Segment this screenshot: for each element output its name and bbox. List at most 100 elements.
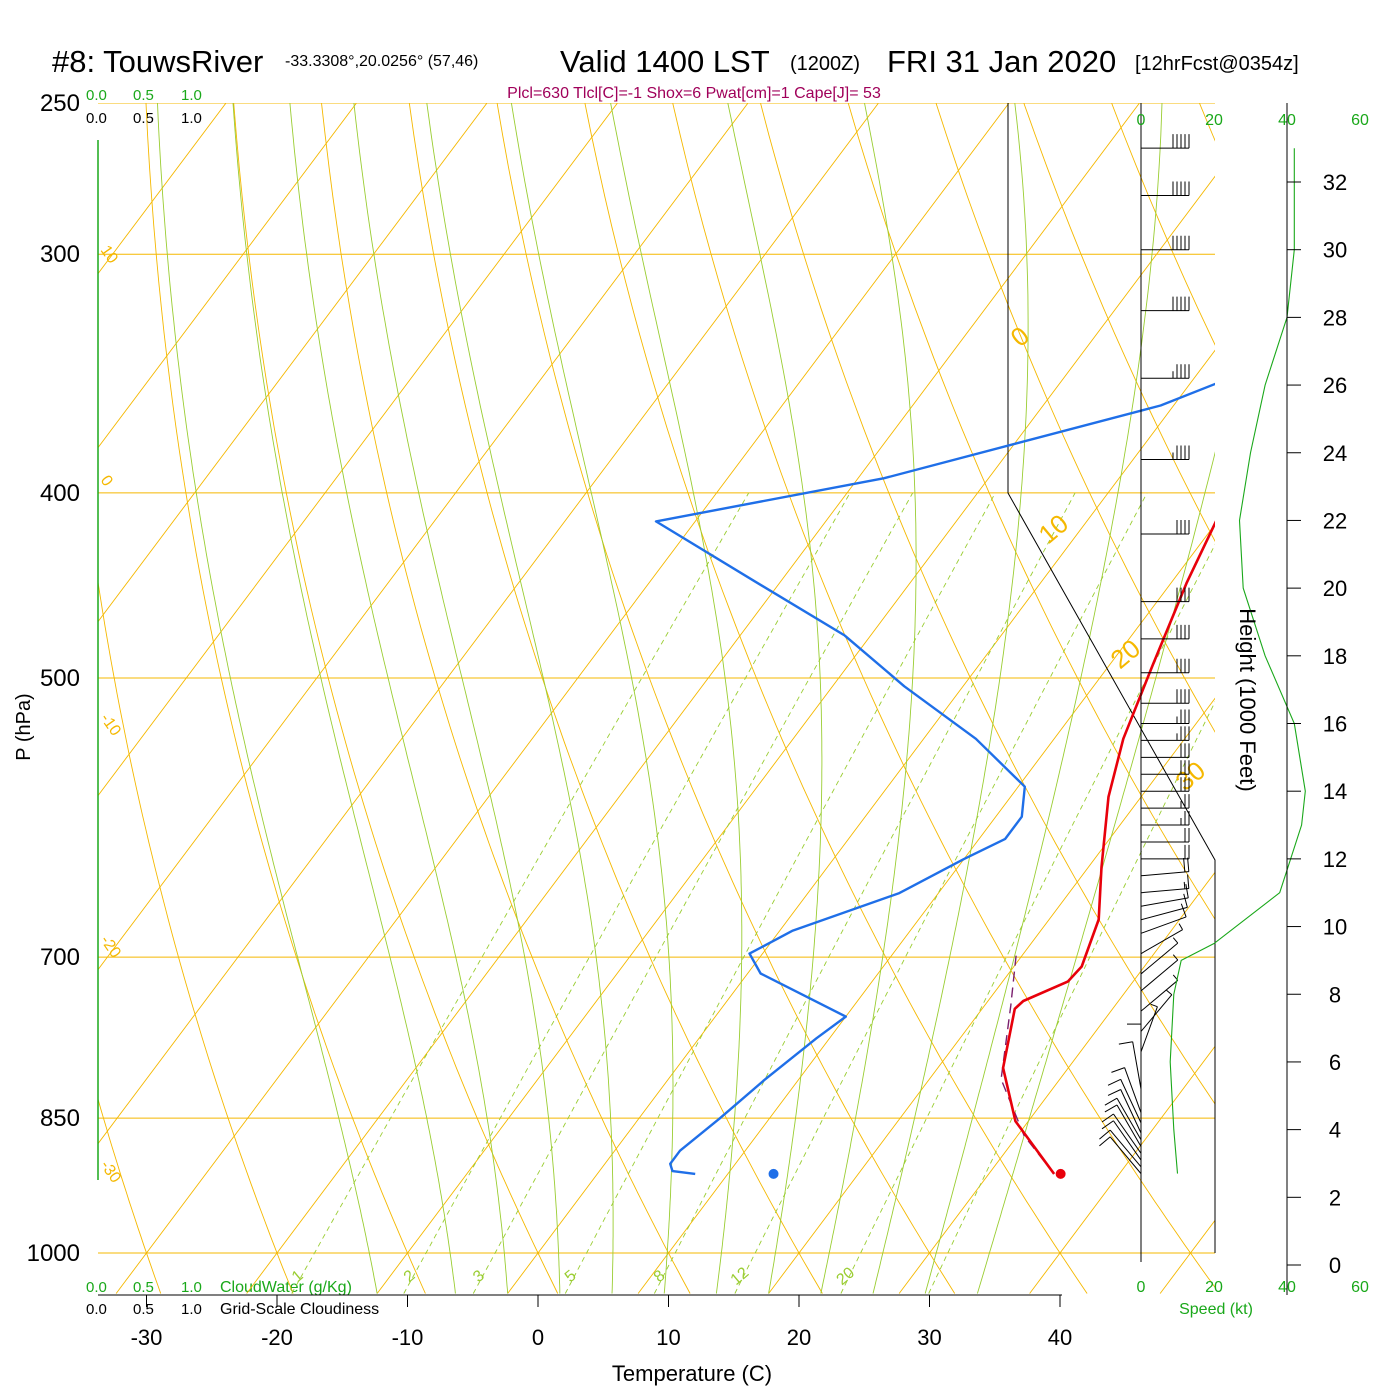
- cloudwater-tick-bottom: 1.0: [181, 1279, 202, 1296]
- y-axis-label: P (hPa): [13, 693, 35, 760]
- wind-barb-staff: [1140, 888, 1189, 894]
- dry-adiabat-line: [1023, 103, 1215, 543]
- speed-scale-tick: 60: [1351, 1279, 1369, 1296]
- mixing-ratio-label: 3: [470, 1267, 488, 1286]
- cloudwater-tick-top: 0.5: [133, 87, 154, 104]
- wind-barb-staff: [1116, 1097, 1142, 1141]
- wind-barb-flag: [1107, 1089, 1121, 1096]
- wind-barb-flag: [1101, 1113, 1114, 1123]
- isotherm-label: 10: [97, 243, 121, 267]
- dry-adiabat-line: [672, 103, 1215, 1289]
- wind-barb-staff: [1140, 897, 1189, 907]
- wind-barb-half-flag: [1166, 989, 1173, 996]
- pressure-tick-label: 1000: [27, 1240, 80, 1267]
- speed-scale-tick: 20: [1205, 112, 1223, 129]
- wind-barb-staff: [1116, 1104, 1142, 1147]
- isotherm-label: -30: [97, 1158, 124, 1187]
- height-tick-label: 20: [1323, 576, 1347, 601]
- wind-barb-flag: [1101, 1120, 1114, 1130]
- wind-barb-flag: [1187, 857, 1190, 872]
- temperature-line: [1001, 520, 1215, 1175]
- cloud-scale-bottom: 0.0 0.5 1.0 CloudWater (g/Kg) 0.0 0.5 1.…: [86, 1279, 379, 1318]
- dry-adiabat-line: [847, 103, 1215, 921]
- wind-barb-flag: [1180, 903, 1187, 918]
- wind-barb-staff: [1132, 1041, 1142, 1090]
- height-tick-label: 30: [1323, 238, 1347, 263]
- thermo-grid: [0, 0, 1400, 1294]
- isotherm-line: [898, 871, 1215, 1294]
- height-tick-label: 0: [1329, 1253, 1341, 1278]
- wind-barb-staff: [1140, 942, 1179, 975]
- dry-adiabat-line: [0, 69, 28, 1293]
- pressure-tick-label: 500: [40, 665, 80, 692]
- profiles: [654, 382, 1215, 1179]
- moist-adiabat-line: [426, 103, 614, 1294]
- zulu-time: (1200Z): [790, 53, 860, 75]
- height-tick-label: 10: [1323, 915, 1347, 940]
- cloudwater-tick-top: 0.0: [86, 87, 107, 104]
- parcel-line: [1000, 954, 1055, 1175]
- x-tick-label: 10: [656, 1325, 680, 1350]
- isotherm-label: -10: [97, 711, 124, 740]
- height-tick-label: 16: [1323, 712, 1347, 737]
- mixing-ratio-label: 20: [834, 1264, 859, 1289]
- speed-axis-label: Speed (kt): [1179, 1301, 1253, 1318]
- wind-barb-staff: [1140, 906, 1188, 921]
- cloudiness-label: Grid-Scale Cloudiness: [220, 1301, 379, 1318]
- dry-adiabat-line: [496, 103, 956, 1294]
- wind-barb-flag: [1111, 1067, 1125, 1073]
- cloudiness-tick-top: 1.0: [181, 110, 202, 127]
- cloudiness-tick-bottom: 0.0: [86, 1301, 107, 1318]
- height-tick-label: 24: [1323, 441, 1347, 466]
- wind-barb-half-flag: [1178, 923, 1184, 930]
- wind-barb-half-flag: [1172, 954, 1179, 961]
- wind-barb-flag: [1183, 893, 1188, 908]
- pressure-tick-label: 250: [40, 90, 80, 117]
- forecast-info: [12hrFcst@0354z]: [1135, 53, 1299, 75]
- isotherm-label: 0: [97, 473, 116, 490]
- isotherm-line: [98, 103, 880, 1145]
- x-axis-label: Temperature (C): [612, 1361, 772, 1386]
- moist-adiabat-line: [353, 103, 561, 1294]
- cloudwater-tick-bottom: 0.5: [133, 1279, 154, 1296]
- dry-adiabat-line: [935, 103, 1215, 733]
- isotherm-label: 10: [1033, 508, 1074, 550]
- isotherm-line: [1159, 1219, 1215, 1294]
- x-tick-label: -30: [131, 1325, 163, 1350]
- dry-adiabat-line: [321, 103, 691, 1294]
- cloudwater-tick-top: 1.0: [181, 87, 202, 104]
- mixing-ratio-line: [653, 492, 1076, 1294]
- x-tick-label: -10: [392, 1325, 424, 1350]
- isotherm-line: [98, 103, 619, 797]
- height-tick-label: 32: [1323, 170, 1347, 195]
- speed-scale-tick: 0: [1137, 1279, 1146, 1296]
- wind-barb-staff: [1140, 959, 1179, 992]
- isotherm-line: [0, 0, 234, 1293]
- isotherm-line: [115, 103, 1010, 1294]
- wind-barb-staff: [1109, 1129, 1142, 1168]
- surface-dewpoint-marker: [768, 1168, 779, 1179]
- wind-barb-staff: [1140, 1006, 1158, 1052]
- wind-barb-staff: [1113, 1113, 1142, 1154]
- isotherm-line: [98, 103, 227, 275]
- dry-adiabat-line: [1359, 69, 1400, 1293]
- station-title: #8: TouwsRiver: [52, 44, 263, 79]
- height-tick-label: 12: [1323, 847, 1347, 872]
- dry-adiabat-line: [145, 103, 426, 1294]
- speed-scale-tick: 20: [1205, 1279, 1223, 1296]
- wind-barb-flag: [1099, 1136, 1111, 1147]
- wind-barb-flag: [1183, 857, 1186, 873]
- mixing-ratio-line: [291, 492, 750, 1294]
- pressure-tick-label: 700: [40, 944, 80, 971]
- isotherm-label: 20: [1105, 633, 1146, 675]
- moist-adiabat-line: [157, 103, 378, 1294]
- dry-adiabat-line: [408, 103, 823, 1294]
- mixing-ratio-line: [472, 492, 914, 1294]
- wind-barb-staff: [1140, 916, 1187, 934]
- wind-barb-flag: [1107, 1078, 1121, 1086]
- x-tick-label: 30: [917, 1325, 941, 1350]
- mixing-ratio-label: 2: [401, 1267, 419, 1286]
